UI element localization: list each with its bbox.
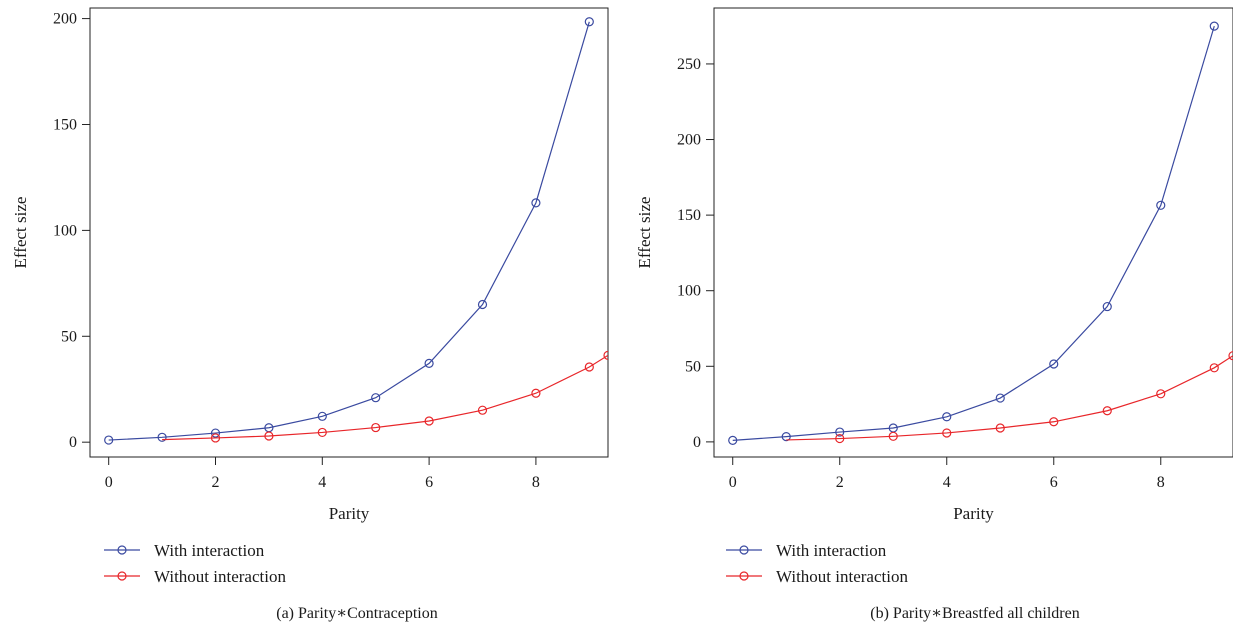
data-point — [1102, 301, 1112, 312]
y-tick-label: 0 — [69, 434, 77, 451]
data-point — [424, 416, 434, 426]
y-tick-label: 0 — [693, 434, 701, 451]
series-line-without-interaction — [786, 355, 1233, 441]
data-point — [531, 388, 541, 398]
series-line-with-interaction — [732, 25, 1215, 441]
data-point — [584, 362, 594, 372]
y-axis-title: Effect size — [11, 197, 30, 269]
series-line-without-interaction — [162, 354, 608, 441]
data-point — [1049, 359, 1059, 369]
data-point — [1049, 417, 1059, 427]
x-tick-label: 0 — [105, 474, 113, 491]
data-point — [1209, 363, 1219, 373]
data-point — [317, 411, 327, 421]
y-tick-label: 50 — [685, 358, 701, 375]
data-point — [995, 393, 1005, 403]
legend-entry: Without interaction — [726, 567, 908, 586]
plot-area — [728, 21, 1233, 445]
panel-caption: (a) Parity∗Contraception — [276, 605, 438, 622]
panel-a: 0 2 4 6 8 0 50 100 150 200 Parity Effect size With i… — [11, 7, 609, 622]
data-point — [1228, 351, 1233, 361]
panel-caption: (b) Parity∗Breastfed all children — [870, 605, 1079, 622]
series-line-with-interaction — [108, 21, 590, 441]
legend-label: Without interaction — [776, 567, 908, 586]
data-point — [1156, 200, 1166, 210]
data-point — [371, 393, 381, 403]
data-point — [210, 428, 221, 438]
data-point — [888, 431, 898, 441]
y-tick-label: 100 — [53, 222, 77, 239]
data-point — [584, 17, 594, 27]
data-point — [1102, 406, 1112, 416]
x-tick-label: 4 — [318, 474, 326, 491]
y-tick-label: 50 — [61, 328, 77, 345]
data-point — [210, 433, 221, 443]
y-tick-label: 150 — [53, 116, 77, 133]
x-tick-label: 4 — [943, 474, 951, 491]
legend-marker — [739, 571, 749, 581]
x-tick-label: 8 — [1157, 474, 1165, 491]
data-point — [264, 431, 274, 441]
data-point — [603, 350, 608, 360]
plot-area — [104, 17, 608, 445]
legend-label: With interaction — [154, 541, 265, 560]
data-point — [728, 435, 738, 445]
data-point — [477, 405, 488, 415]
y-tick-label: 150 — [677, 207, 701, 224]
data-point — [942, 428, 952, 438]
data-point — [781, 431, 791, 442]
y-tick-label: 250 — [677, 56, 701, 73]
data-point — [157, 432, 167, 442]
y-tick-label: 100 — [677, 283, 701, 300]
data-point — [477, 299, 488, 310]
data-point — [835, 427, 845, 437]
legend-entry: With interaction — [726, 541, 887, 560]
legend-marker — [117, 571, 127, 581]
data-point — [424, 358, 434, 368]
data-point — [942, 412, 952, 422]
x-axis-title: Parity — [329, 504, 370, 523]
data-point — [104, 435, 114, 445]
x-tick-label: 0 — [729, 474, 737, 491]
legend-label: Without interaction — [154, 567, 286, 586]
data-point — [317, 427, 327, 438]
x-axis-title: Parity — [953, 504, 994, 523]
legend-entry: Without interaction — [104, 567, 286, 586]
x-tick-label: 6 — [425, 474, 433, 491]
data-point — [371, 422, 381, 433]
data-point — [531, 198, 541, 208]
y-tick-label: 200 — [677, 132, 701, 149]
x-tick-label: 8 — [532, 474, 540, 491]
plot-frame — [713, 7, 1233, 458]
x-tick-label: 2 — [836, 474, 844, 491]
data-point — [835, 433, 845, 444]
x-tick-label: 6 — [1050, 474, 1058, 491]
legend-marker — [739, 545, 749, 555]
y-axis-title: Effect size — [635, 197, 654, 269]
plot-frame — [89, 7, 609, 458]
legend-label: With interaction — [776, 541, 887, 560]
data-point — [1209, 21, 1219, 31]
legend-marker — [117, 545, 127, 555]
y-tick-label: 200 — [53, 11, 77, 28]
legend-entry: With interaction — [104, 541, 265, 560]
data-point — [995, 423, 1005, 433]
panel-b: 0 2 4 6 8 0 50 100 150 200 250 Parity Effect size Wit… — [635, 7, 1233, 622]
x-tick-label: 2 — [211, 474, 219, 491]
data-point — [1156, 389, 1166, 399]
